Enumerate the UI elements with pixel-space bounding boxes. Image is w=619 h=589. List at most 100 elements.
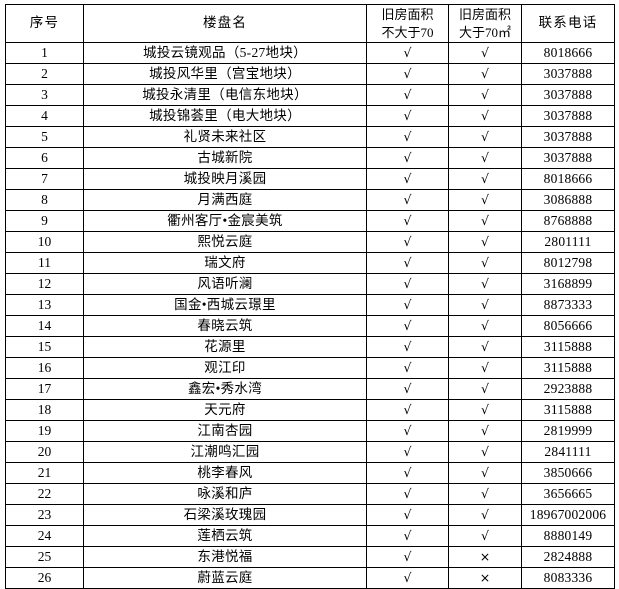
cell-area-gt70-mark: √ — [448, 126, 522, 148]
table-row: 4 城投锦荟里（电大地块） √ √ 3037888 — [5, 105, 615, 127]
cell-area-le70-mark: √ — [366, 210, 449, 232]
cell-area-le70-mark: √ — [366, 42, 449, 64]
cell-area-gt70-mark: √ — [448, 483, 522, 505]
cell-area-le70-mark: √ — [366, 252, 449, 274]
cell-area-le70-mark: √ — [366, 336, 449, 358]
cell-project-name: 风语听澜 — [83, 273, 367, 295]
cell-area-le70-mark: √ — [366, 399, 449, 421]
cell-phone: 3115888 — [521, 399, 615, 421]
column-header-project-name: 楼盘名 — [83, 4, 367, 43]
cell-area-gt70-mark: √ — [448, 525, 522, 547]
cell-area-le70-mark: √ — [366, 357, 449, 379]
cell-area-le70-mark: √ — [366, 567, 449, 589]
table-row: 2 城投风华里（宫宝地块） √ √ 3037888 — [5, 63, 615, 85]
table-row: 25 东港悦福 √ × 2824888 — [5, 546, 615, 568]
cell-phone: 2824888 — [521, 546, 615, 568]
table-row: 6 古城新院 √ √ 3037888 — [5, 147, 615, 169]
table-row: 10 熙悦云庭 √ √ 2801111 — [5, 231, 615, 253]
cell-phone: 2841111 — [521, 441, 615, 463]
cell-area-le70-mark: √ — [366, 63, 449, 85]
cell-phone: 3168899 — [521, 273, 615, 295]
table-row: 19 江南杏园 √ √ 2819999 — [5, 420, 615, 442]
cell-area-gt70-mark: × — [448, 567, 522, 589]
cell-project-name: 国金•西城云璟里 — [83, 294, 367, 316]
cell-area-gt70-mark: √ — [448, 147, 522, 169]
cell-phone: 3037888 — [521, 84, 615, 106]
cell-phone: 3037888 — [521, 105, 615, 127]
cell-area-le70-mark: √ — [366, 525, 449, 547]
cell-project-name: 咏溪和庐 — [83, 483, 367, 505]
cell-area-le70-mark: √ — [366, 231, 449, 253]
cell-phone: 2923888 — [521, 378, 615, 400]
table-row: 20 江潮鸣汇园 √ √ 2841111 — [5, 441, 615, 463]
cell-area-gt70-mark: √ — [448, 273, 522, 295]
table-row: 16 观江印 √ √ 3115888 — [5, 357, 615, 379]
cell-project-name: 城投映月溪园 — [83, 168, 367, 190]
table-row: 18 天元府 √ √ 3115888 — [5, 399, 615, 421]
cell-index: 25 — [5, 546, 84, 568]
table-row: 1 城投云镜观品（5-27地块） √ √ 8018666 — [5, 42, 615, 64]
cell-area-gt70-mark: √ — [448, 105, 522, 127]
cell-index: 15 — [5, 336, 84, 358]
column-header-area-le70-line2: 不大于70 — [381, 24, 434, 40]
cell-index: 7 — [5, 168, 84, 190]
cell-project-name: 城投风华里（宫宝地块） — [83, 63, 367, 85]
cell-index: 16 — [5, 357, 84, 379]
table-row: 14 春晓云筑 √ √ 8056666 — [5, 315, 615, 337]
table-row: 11 瑞文府 √ √ 8012798 — [5, 252, 615, 274]
cell-index: 13 — [5, 294, 84, 316]
cell-area-gt70-mark: √ — [448, 357, 522, 379]
cell-project-name: 花源里 — [83, 336, 367, 358]
cell-project-name: 月满西庭 — [83, 189, 367, 211]
cell-project-name: 观江印 — [83, 357, 367, 379]
cell-area-gt70-mark: √ — [448, 399, 522, 421]
cell-phone: 8083336 — [521, 567, 615, 589]
cell-index: 18 — [5, 399, 84, 421]
table-row: 24 莲栖云筑 √ √ 8880149 — [5, 525, 615, 547]
cell-index: 12 — [5, 273, 84, 295]
cell-project-name: 衢州客厅•金宸美筑 — [83, 210, 367, 232]
cell-phone: 3086888 — [521, 189, 615, 211]
table-row: 9 衢州客厅•金宸美筑 √ √ 8768888 — [5, 210, 615, 232]
column-header-area-gt70-line1: 旧房面积 — [458, 6, 511, 22]
cell-area-le70-mark: √ — [366, 84, 449, 106]
cell-phone: 18967002006 — [521, 504, 615, 526]
cell-project-name: 城投永清里（电信东地块） — [83, 84, 367, 106]
cell-area-le70-mark: √ — [366, 483, 449, 505]
table-row: 21 桃李春风 √ √ 3850666 — [5, 462, 615, 484]
housing-projects-table: 序号 楼盘名 旧房面积 不大于70 旧房面积 大于70㎡ 联系电话 1 城投云镜观 — [5, 4, 615, 589]
cell-area-gt70-mark: √ — [448, 189, 522, 211]
cell-area-le70-mark: √ — [366, 189, 449, 211]
cell-area-gt70-mark: √ — [448, 168, 522, 190]
cell-phone: 3037888 — [521, 147, 615, 169]
table-row: 26 蔚蓝云庭 √ × 8083336 — [5, 567, 615, 589]
cell-area-le70-mark: √ — [366, 462, 449, 484]
cell-project-name: 鑫宏•秀水湾 — [83, 378, 367, 400]
cell-project-name: 古城新院 — [83, 147, 367, 169]
cell-phone: 3656665 — [521, 483, 615, 505]
cell-phone: 8768888 — [521, 210, 615, 232]
cell-index: 14 — [5, 315, 84, 337]
cell-area-le70-mark: √ — [366, 504, 449, 526]
cell-index: 6 — [5, 147, 84, 169]
cell-project-name: 江潮鸣汇园 — [83, 441, 367, 463]
column-header-phone: 联系电话 — [521, 4, 615, 43]
column-header-index: 序号 — [5, 4, 84, 43]
cell-project-name: 瑞文府 — [83, 252, 367, 274]
cell-phone: 8056666 — [521, 315, 615, 337]
column-header-area-gt70: 旧房面积 大于70㎡ — [448, 4, 522, 43]
cell-index: 26 — [5, 567, 84, 589]
cell-index: 3 — [5, 84, 84, 106]
cell-index: 22 — [5, 483, 84, 505]
cell-index: 21 — [5, 462, 84, 484]
cell-index: 19 — [5, 420, 84, 442]
cell-phone: 3037888 — [521, 126, 615, 148]
cell-area-le70-mark: √ — [366, 378, 449, 400]
cell-area-gt70-mark: √ — [448, 504, 522, 526]
table-row: 8 月满西庭 √ √ 3086888 — [5, 189, 615, 211]
cell-phone: 3850666 — [521, 462, 615, 484]
table-row: 3 城投永清里（电信东地块） √ √ 3037888 — [5, 84, 615, 106]
cell-phone: 8873333 — [521, 294, 615, 316]
table-row: 23 石梁溪玫瑰园 √ √ 18967002006 — [5, 504, 615, 526]
cell-area-le70-mark: √ — [366, 420, 449, 442]
